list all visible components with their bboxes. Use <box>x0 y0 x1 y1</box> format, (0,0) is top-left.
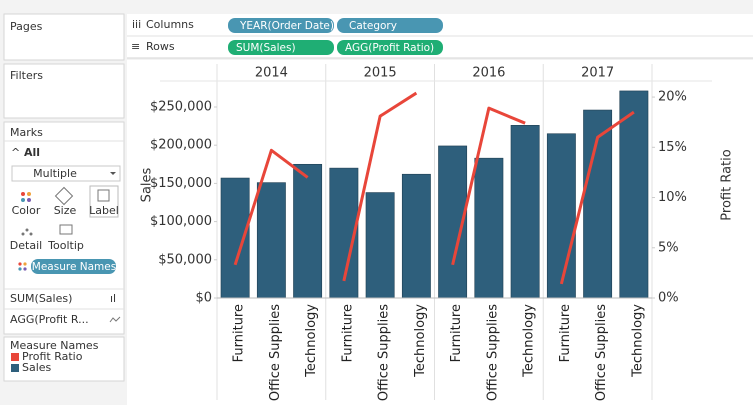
plot: 2014 2015 2016 2017 $0 $50,000 $100,000 $150,00… <box>150 64 712 401</box>
pill-text: SUM(Sales) <box>236 42 296 54</box>
column-pill[interactable] <box>228 18 334 33</box>
year-header: 2016 <box>472 66 505 81</box>
y-tick-label: $50,000 <box>158 252 212 267</box>
bar <box>546 133 576 299</box>
x-tick-label: Office Supplies <box>485 304 500 401</box>
y2-axis-title: Profit Ratio <box>720 149 735 220</box>
pill-text: AGG(Profit Ratio) <box>345 42 434 54</box>
columns-icon: iii <box>132 18 141 31</box>
bar <box>510 125 540 299</box>
profit-line <box>559 110 635 285</box>
line-icon <box>109 316 121 323</box>
color-button[interactable]: Color <box>12 192 41 217</box>
columns-label: Columns <box>146 18 194 31</box>
x-tick-label: Technology <box>304 304 319 378</box>
row-pill[interactable] <box>337 40 443 55</box>
detail-label: Detail <box>10 239 42 252</box>
legend-swatch <box>11 353 19 361</box>
x-tick-label: Technology <box>522 304 537 378</box>
marks-panel <box>3 121 125 335</box>
marks-title: Marks <box>10 126 43 139</box>
collapse-icon[interactable]: ^ <box>11 146 20 159</box>
pill-text: YEAR(Order Date) <box>239 20 334 32</box>
tooltip-button[interactable]: Tooltip <box>47 224 84 252</box>
x-tick-label: Furniture <box>558 304 573 362</box>
pages-panel <box>3 13 125 61</box>
legend-swatch <box>11 364 19 372</box>
pill-text: Category <box>349 20 397 32</box>
dropdown-arrow <box>110 172 116 175</box>
y-tick-label: $100,000 <box>150 214 212 229</box>
bar <box>293 163 323 299</box>
bar <box>401 173 431 299</box>
size-button[interactable]: Size <box>54 186 77 217</box>
rows-label: Rows <box>146 40 175 53</box>
x-tick-label: Office Supplies <box>594 304 609 401</box>
x-tick-label: Technology <box>630 304 645 378</box>
bar-icon: ıl <box>110 292 116 305</box>
row-pill[interactable] <box>228 40 334 55</box>
marks-card[interactable]: AGG(Profit R... <box>10 313 89 326</box>
label-button[interactable]: Label <box>89 185 119 218</box>
profit-line <box>233 148 309 266</box>
mark-type-dropdown[interactable] <box>11 165 121 182</box>
pill-text: Measure Names <box>32 261 116 273</box>
year-header: 2014 <box>255 66 288 81</box>
bar <box>365 192 395 299</box>
filters-title: Filters <box>10 69 43 82</box>
bar <box>256 182 286 299</box>
legend-entry: Profit Ratio <box>22 350 83 363</box>
tooltip-label: Tooltip <box>47 239 84 252</box>
y2-tick-label: 0% <box>658 291 679 306</box>
year-header: 2015 <box>364 66 397 81</box>
y-axis-title: Sales <box>140 167 155 202</box>
bar <box>474 157 504 299</box>
y-tick-label: $250,000 <box>150 99 212 114</box>
x-tick-label: Office Supplies <box>268 304 283 401</box>
rows-icon: ≡ <box>131 40 140 53</box>
mark-type: Multiple <box>33 167 77 180</box>
pages-title: Pages <box>10 20 43 33</box>
y-tick-label: $200,000 <box>150 138 212 153</box>
legend-entry: Sales <box>22 361 52 374</box>
profit-line <box>451 106 526 266</box>
x-tick-label: Office Supplies <box>377 304 392 401</box>
y2-tick-label: 5% <box>658 240 679 255</box>
y-tick-label: $0 <box>195 291 212 306</box>
marks-all[interactable]: All <box>24 146 40 159</box>
label-label: Label <box>89 204 119 217</box>
profit-line <box>342 91 418 282</box>
x-tick-label: Furniture <box>449 304 464 362</box>
y-tick-label: $150,000 <box>150 176 212 191</box>
x-tick-label: Furniture <box>340 304 355 362</box>
size-label: Size <box>54 204 77 217</box>
y2-tick-label: 15% <box>658 140 687 155</box>
legend-title: Measure Names <box>10 339 99 352</box>
y2-tick-label: 20% <box>658 90 687 105</box>
year-header: 2017 <box>581 66 614 81</box>
measure-names-pill[interactable]: Measure Names <box>18 259 116 274</box>
filters-panel <box>3 63 125 119</box>
color-label: Color <box>12 204 41 217</box>
y2-tick-label: 10% <box>658 190 687 205</box>
marks-card[interactable]: SUM(Sales) <box>10 292 72 305</box>
x-tick-label: Technology <box>413 304 428 378</box>
column-pill[interactable] <box>337 18 443 33</box>
bar <box>619 90 649 299</box>
detail-button[interactable]: Detail <box>10 228 42 253</box>
x-tick-label: Furniture <box>232 304 247 362</box>
legend-panel <box>3 336 125 382</box>
